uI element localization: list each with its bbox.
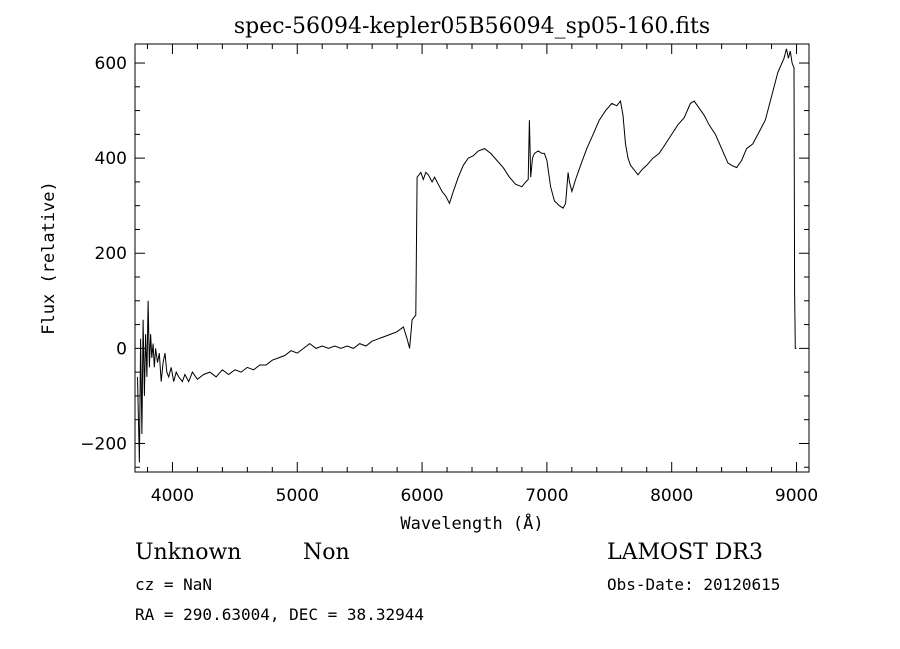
cz-label: cz = NaN <box>135 575 212 594</box>
survey-label: LAMOST DR3 <box>607 540 763 565</box>
coordinates-label: RA = 290.63004, DEC = 38.32944 <box>135 605 424 624</box>
y-tick-label: 600 <box>95 54 127 74</box>
x-tick-label: 4000 <box>151 486 194 506</box>
object-class-label: Unknown <box>135 540 241 565</box>
y-tick-label: 0 <box>116 339 127 359</box>
x-axis-ticks <box>146 44 798 472</box>
x-tick-label: 9000 <box>775 486 818 506</box>
x-axis-tick-labels: 4000 5000 6000 7000 8000 9000 <box>151 486 818 506</box>
plot-frame <box>134 43 810 473</box>
object-subclass-label: Non <box>303 540 350 565</box>
chart-title: spec-56094-kepler05B56094_sp05-160.fits <box>234 14 710 39</box>
x-tick-label: 8000 <box>650 486 693 506</box>
y-tick-label: −200 <box>80 434 127 454</box>
x-tick-label: 6000 <box>400 486 443 506</box>
y-tick-label: 200 <box>95 244 127 264</box>
y-axis-tick-labels: −200 0 200 400 600 <box>80 54 127 454</box>
spectrum-series-line <box>137 48 797 463</box>
y-axis-ticks <box>135 62 809 468</box>
x-tick-label: 5000 <box>276 486 319 506</box>
y-axis-label: Flux (relative) <box>39 181 59 335</box>
x-tick-label: 7000 <box>525 486 568 506</box>
y-tick-label: 400 <box>95 149 127 169</box>
obs-date-label: Obs-Date: 20120615 <box>607 575 780 594</box>
x-axis-label: Wavelength (Å) <box>400 512 543 534</box>
